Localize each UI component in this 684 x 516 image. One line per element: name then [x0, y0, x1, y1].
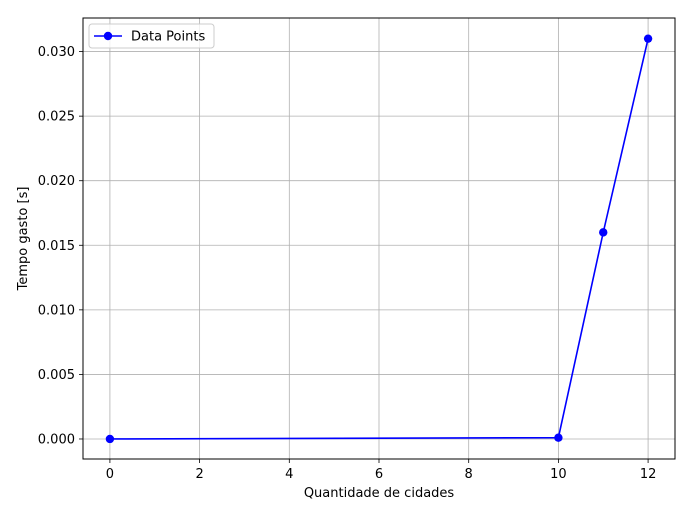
legend-entry-label: Data Points: [131, 30, 205, 45]
series-layer: [105, 34, 653, 444]
ticks: 0 2 4 6 8 10 12 0.000 0.005 0.010 0.015 0.020 0.025 0…: [38, 45, 657, 482]
legend-box: [88, 23, 215, 49]
x-tick-label: 2: [195, 467, 203, 482]
x-tick-label: 10: [550, 467, 567, 482]
data-point: [599, 228, 608, 237]
legend-marker-swatch: [103, 31, 113, 41]
y-tick-label: 0.015: [38, 239, 75, 254]
y-axis-title: Tempo gasto [s]: [16, 187, 31, 292]
grid: [83, 18, 675, 459]
y-tick-label: 0.020: [38, 174, 75, 189]
y-tick-label: 0.025: [38, 110, 75, 125]
y-tick-label: 0.010: [38, 303, 75, 318]
y-tick-label: 0.005: [38, 368, 75, 383]
y-tick-label: 0.030: [38, 45, 75, 60]
series-line: [109, 38, 649, 440]
x-tick-label: 8: [465, 467, 473, 482]
legend: Data Points: [88, 23, 215, 49]
x-tick-label: 12: [640, 467, 657, 482]
data-point: [554, 433, 563, 442]
data-point: [643, 34, 653, 43]
data-point: [105, 434, 115, 444]
y-tick-label: 0.000: [38, 432, 75, 447]
x-tick-label: 6: [375, 467, 383, 482]
x-axis-title: Quantidade de cidades: [304, 486, 455, 501]
x-tick-label: 4: [285, 467, 293, 482]
x-tick-label: 0: [106, 467, 114, 482]
